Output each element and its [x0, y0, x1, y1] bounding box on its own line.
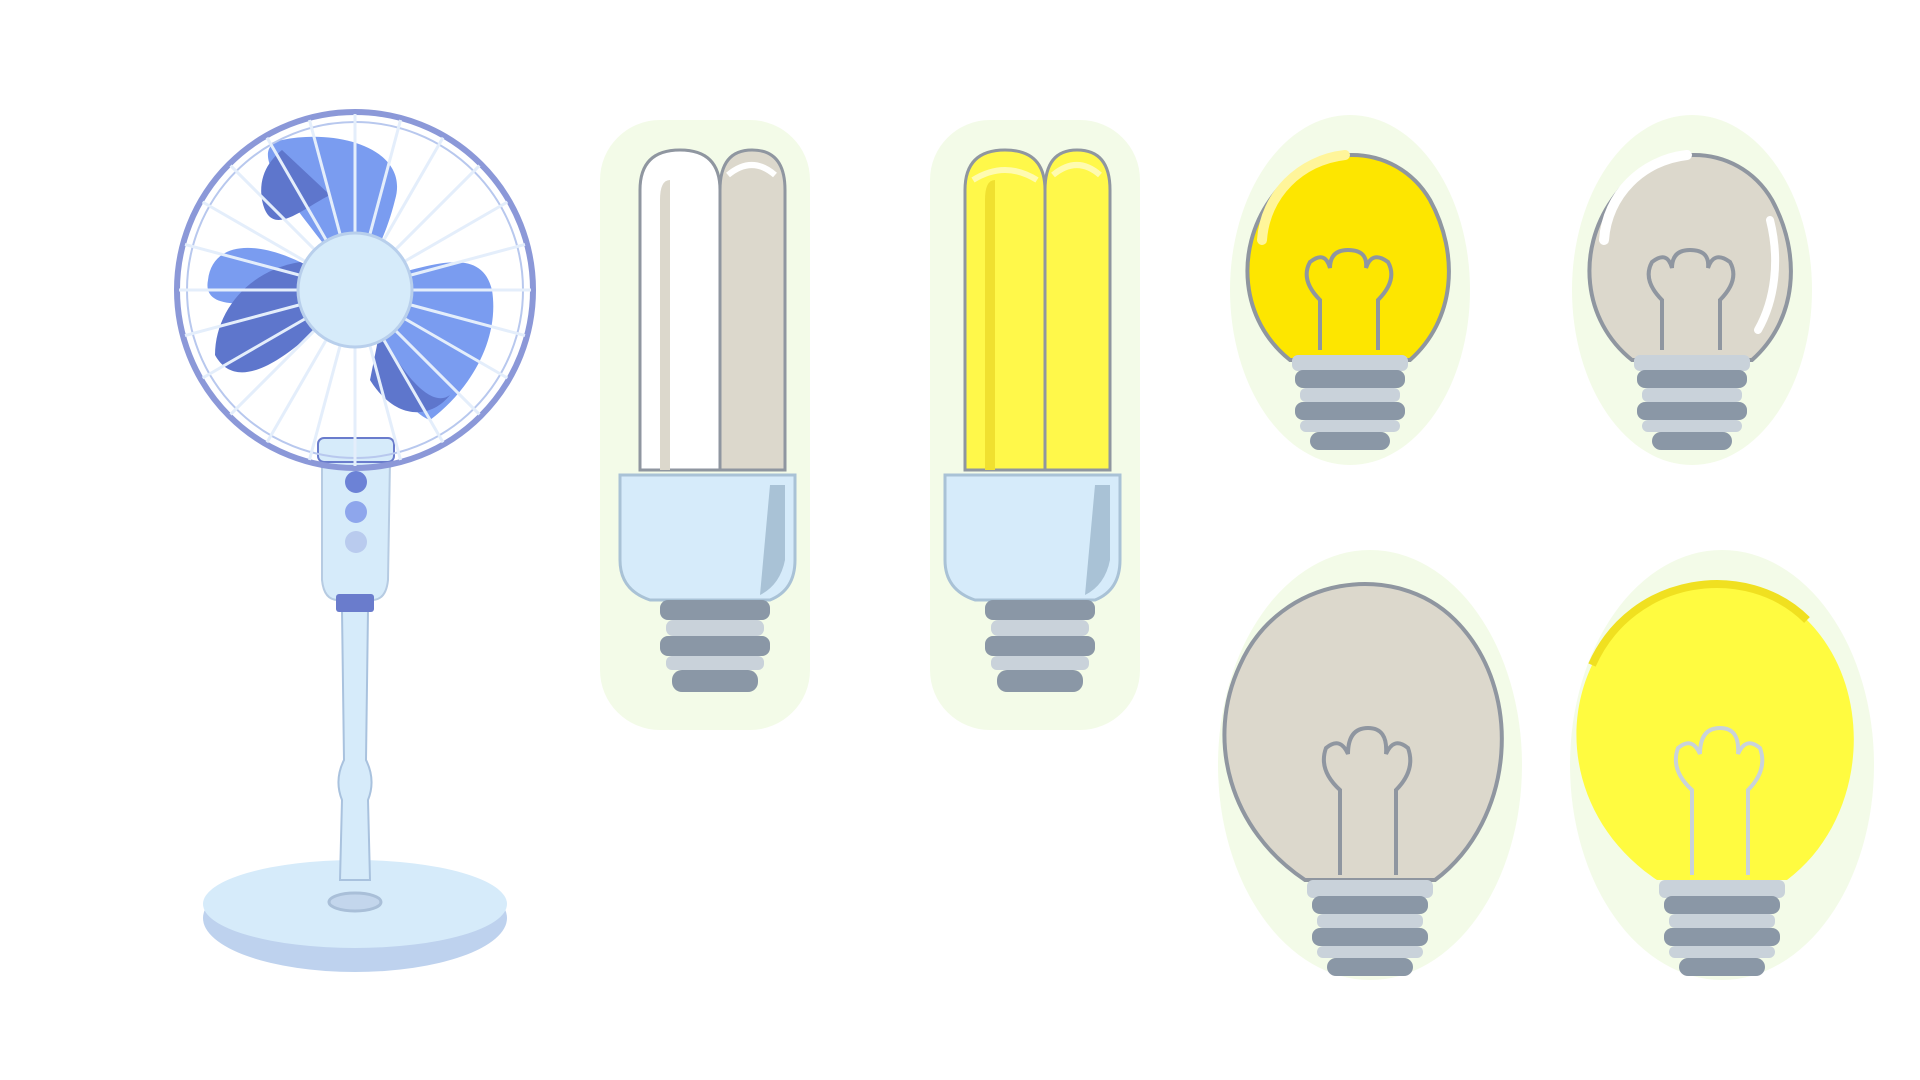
fan-spoke: [409, 242, 526, 277]
fan-spoke: [184, 303, 301, 338]
fan-button-3[interactable]: [345, 531, 367, 553]
large-bulb-on: [1570, 550, 1874, 980]
fan-spoke: [382, 338, 445, 444]
cfl-base: [618, 473, 797, 602]
fan-spoke: [184, 242, 301, 277]
fan-spoke: [382, 136, 445, 242]
cfl-socket: [985, 600, 1095, 692]
bulb-glass: [1222, 582, 1504, 882]
cfl-tube: [718, 148, 787, 472]
fan-spoke: [394, 329, 481, 416]
bulb-filament: [1304, 247, 1394, 350]
fan-spoke: [394, 164, 481, 251]
bulb-socket: [1637, 370, 1747, 450]
bulb-glass: [1245, 153, 1451, 362]
bulb-socket: [1312, 896, 1428, 976]
bulb-socket: [1295, 370, 1405, 450]
fan-spoke: [229, 164, 316, 251]
bulb-glass: [1587, 153, 1793, 362]
fan-spoke: [307, 344, 342, 461]
fan-spoke: [201, 200, 307, 263]
small-bulb-on: [1230, 115, 1470, 465]
fan-pole: [337, 609, 373, 881]
stand-fan: [174, 109, 536, 972]
fan-spoke: [368, 119, 403, 236]
fan-spoke: [307, 119, 342, 236]
bulb-glass: [1576, 584, 1854, 880]
large-bulb-off: [1218, 550, 1522, 980]
bulb-filament: [1646, 247, 1736, 350]
fan-spoke: [403, 200, 509, 263]
bulb-socket: [1664, 896, 1780, 976]
fan-spoke: [403, 317, 509, 380]
cfl-tube: [1043, 148, 1112, 472]
fan-button-2[interactable]: [345, 501, 367, 523]
cfl-base: [943, 473, 1122, 602]
fan-hub: [296, 231, 414, 349]
fan-spoke: [368, 344, 403, 461]
fan-spoke: [201, 317, 307, 380]
cfl-socket: [660, 600, 770, 692]
bulb-filament: [1321, 725, 1413, 875]
fan-button-1[interactable]: [345, 471, 367, 493]
fan-spokes: [179, 114, 531, 466]
bulb-filament: [1673, 725, 1765, 875]
fan-spoke: [409, 303, 526, 338]
cfl-bulb-off: [600, 120, 810, 730]
fan-spoke: [229, 329, 316, 416]
small-bulb-off: [1572, 115, 1812, 465]
fan-spoke: [265, 136, 328, 242]
cfl-bulb-on: [930, 120, 1140, 730]
fan-spoke: [265, 338, 328, 444]
